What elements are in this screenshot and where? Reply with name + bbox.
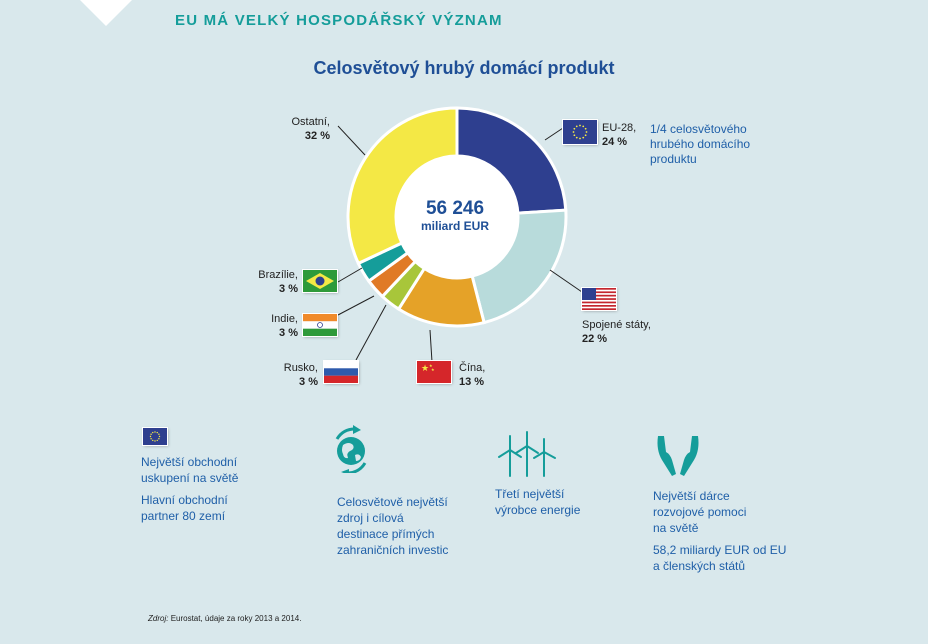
eu-star — [150, 433, 152, 435]
svg-text:★: ★ — [421, 363, 429, 373]
eu-flag-icon — [563, 120, 597, 144]
feature-text: destinace přímých — [337, 527, 435, 541]
label-other-name: Ostatní, — [291, 116, 330, 128]
eu-star — [149, 435, 152, 438]
russia-flag-icon — [324, 361, 358, 383]
feature-aid: Největší dárce rozvojové pomoci na světě… — [653, 488, 786, 574]
feature-text: uskupení na světě — [141, 471, 239, 485]
eu-flag-icon — [143, 428, 167, 445]
label-eu: EU-28, 24 % — [602, 121, 636, 149]
source-label: Zdroj: — [148, 614, 169, 623]
center-total: 56 246 — [425, 198, 485, 219]
leader-russia — [355, 304, 387, 361]
chart-title: Celosvětový hrubý domácí produkt — [313, 58, 615, 78]
eu-star — [154, 440, 156, 442]
feature-energy: Třetí největší výrobce energie — [495, 486, 580, 518]
label-other-value: 32 % — [304, 130, 330, 142]
china-flag-icon: ★ ★ ★ — [417, 361, 451, 383]
leader-other — [337, 125, 366, 156]
feature-text: zahraničních investic — [337, 543, 449, 557]
feature-investment: Celosvětově největší zdroj i cílová dest… — [337, 494, 448, 558]
feature-trade: Největší obchodní uskupení na světě Hlav… — [141, 454, 238, 524]
source-note: Zdroj: Eurostat, údaje za roky 2013 a 20… — [148, 614, 301, 623]
us-flag-icon — [582, 288, 616, 310]
eu-star — [152, 431, 154, 434]
feature-text: zdroj i cílová — [337, 511, 404, 525]
page-header: EU MÁ VELKÝ HOSPODÁŘSKÝ VÝZNAM — [175, 12, 503, 29]
center-unit: miliard EUR — [420, 219, 489, 233]
svg-text:★: ★ — [431, 367, 435, 372]
svg-text:★: ★ — [429, 363, 433, 368]
label-russia-name: Rusko, — [283, 362, 318, 374]
feature-text: partner 80 zemí — [141, 509, 226, 523]
leader-brazil — [337, 267, 363, 283]
eu-star — [158, 438, 160, 440]
label-us-name: Spojené státy, — [582, 319, 651, 331]
label-us: Spojené státy, 22 % — [582, 318, 651, 346]
eu-star — [158, 435, 161, 438]
leader-us — [549, 269, 583, 293]
source-text: Eurostat, údaje za roky 2013 a 2014. — [170, 614, 302, 623]
leader-china — [429, 329, 433, 363]
eu-star — [575, 136, 578, 139]
eu-star — [575, 125, 578, 128]
eu-star — [584, 127, 587, 130]
label-us-value: 22 % — [582, 333, 608, 345]
label-brazil-name: Brazílie, — [258, 269, 298, 281]
eu-star — [584, 134, 587, 137]
eu-star — [152, 439, 154, 442]
label-eu-name: EU-28, — [602, 122, 637, 134]
feature-text: výrobce energie — [495, 503, 581, 517]
eu-note: 1/4 celosvětového hrubého domácího produ… — [650, 122, 751, 166]
slice-us — [470, 208, 568, 325]
leader-eu — [544, 127, 564, 141]
eu-star — [582, 125, 585, 128]
label-india: Indie, 3 % — [256, 312, 298, 340]
feature-text: a členských států — [653, 559, 746, 573]
corner-notch — [80, 0, 132, 26]
feature-text: rozvojové pomoci — [653, 505, 747, 519]
eu-star — [585, 131, 588, 133]
brazil-flag-icon — [303, 270, 337, 292]
label-russia-value: 3 % — [299, 376, 318, 388]
donut-hole — [397, 157, 517, 277]
feature-text: Hlavní obchodní — [141, 493, 228, 507]
feature-text: Celosvětově největší — [337, 495, 448, 509]
feature-text: na světě — [653, 521, 699, 535]
eu-star — [150, 438, 152, 440]
feature-text: Třetí největší — [495, 487, 565, 501]
eu-star — [154, 431, 156, 433]
india-flag-icon — [303, 314, 337, 336]
label-china: Čína, 13 % — [459, 361, 485, 389]
label-brazil-value: 3 % — [279, 283, 298, 295]
eu-star — [156, 439, 158, 442]
label-china-name: Čína, — [459, 362, 486, 374]
feature-text: Největší obchodní — [141, 455, 238, 469]
globe-arrows-icon — [335, 425, 367, 473]
label-china-value: 13 % — [459, 376, 485, 388]
eu-star — [582, 136, 585, 139]
eu-star — [573, 127, 576, 130]
eu-star — [573, 134, 576, 137]
eu-star — [579, 124, 581, 127]
eu-star — [572, 131, 575, 133]
label-india-value: 3 % — [279, 327, 298, 339]
slice-other — [346, 106, 459, 266]
feature-text: Největší dárce — [653, 489, 730, 503]
label-india-name: Indie, — [271, 313, 298, 325]
eu-star — [158, 433, 160, 435]
label-brazil: Brazílie, 3 % — [246, 268, 298, 296]
feature-text: 58,2 miliardy EUR od EU — [653, 543, 787, 557]
label-eu-value: 24 % — [602, 136, 628, 148]
eu-star — [156, 431, 158, 434]
label-other: Ostatní, 32 % — [270, 115, 330, 143]
wind-turbines-icon — [498, 431, 556, 477]
eu-star — [579, 137, 581, 140]
helping-hands-icon — [657, 436, 699, 476]
label-russia: Rusko, 3 % — [276, 361, 318, 389]
leader-india — [337, 295, 375, 316]
